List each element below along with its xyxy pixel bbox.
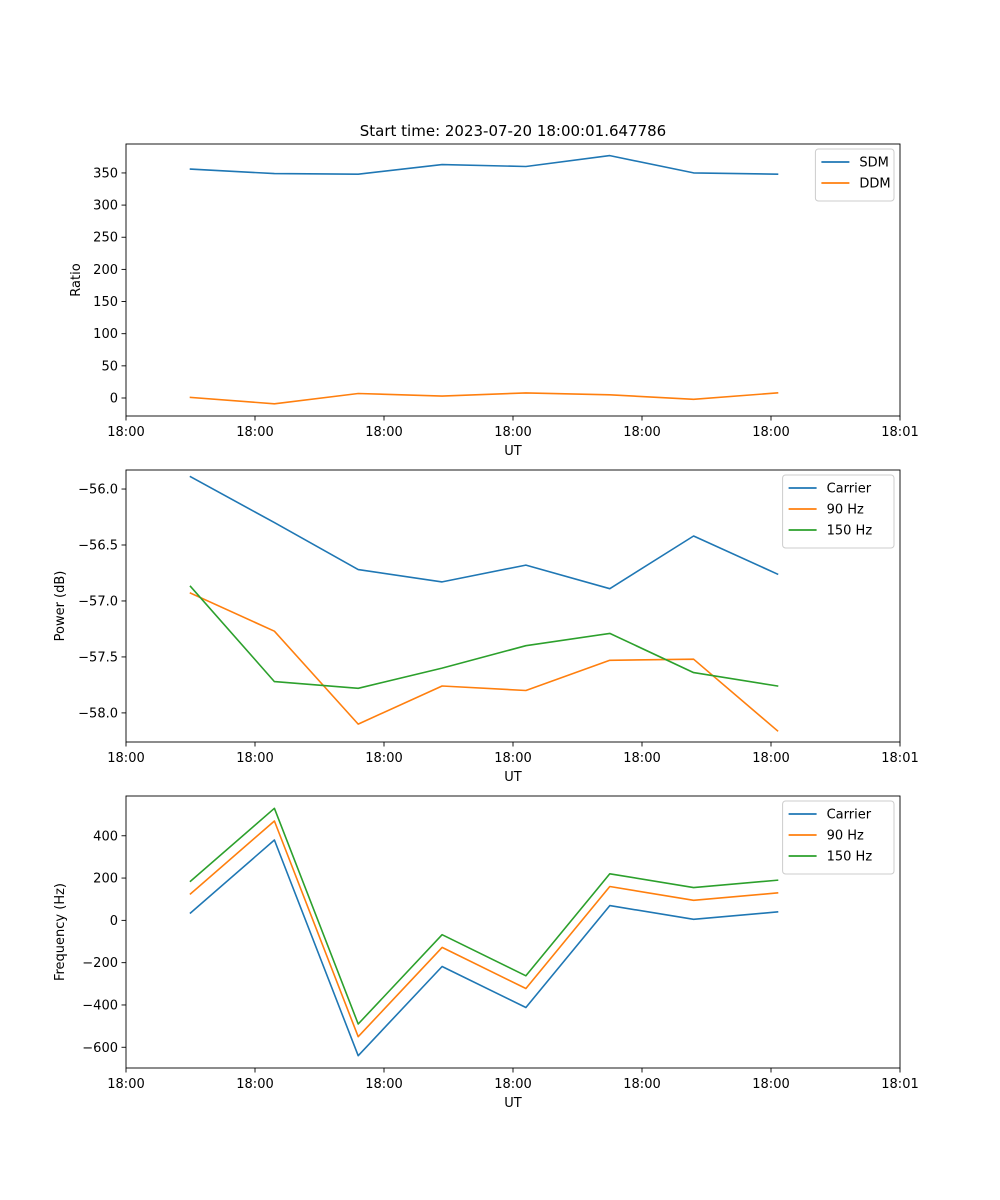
ratio-x-tick-label: 18:00 (623, 425, 660, 440)
power-x-tick-label: 18:00 (623, 751, 660, 766)
ratio-y-tick-label: 300 (93, 199, 118, 214)
frequency-x-tick-label: 18:00 (752, 1077, 789, 1092)
ratio-series-sdm (189, 154, 779, 176)
frequency-panel: 18:00 18:00 18:00 18:00 18:00 18:00 18:01 −600 −… (53, 795, 919, 1111)
power-x-tick-label: 18:00 (752, 751, 789, 766)
power-x-axis-label: UT (504, 770, 522, 785)
ratio-legend-label: DDM (859, 177, 890, 192)
power-y-tick-label: −56.5 (78, 538, 118, 553)
ratio-y-tick-label: 350 (93, 166, 118, 181)
chart-title: Start time: 2023-07-20 18:00:01.647786 (360, 122, 666, 140)
power-series-150-hz (189, 585, 779, 690)
power-y-tick-label: −56.0 (78, 483, 118, 498)
power-legend-label: 90 Hz (827, 503, 864, 518)
ratio-y-tick-label: 250 (93, 231, 118, 246)
ratio-series-ddm (189, 392, 779, 405)
ratio-x-tick-label: 18:00 (236, 425, 273, 440)
frequency-legend-label: 90 Hz (827, 829, 864, 844)
frequency-y-axis-label: Frequency (Hz) (53, 883, 68, 981)
power-panel: 18:00 18:00 18:00 18:00 18:00 18:00 18:01 −58.0… (53, 469, 919, 785)
power-series-carrier (189, 475, 779, 590)
ratio-panel: 18:00 18:00 18:00 18:00 18:00 18:00 18:01 0 50 10… (69, 143, 919, 459)
ratio-x-tick-label: 18:00 (107, 425, 144, 440)
power-x-tick-label: 18:00 (236, 751, 273, 766)
frequency-y-tick-label: 0 (110, 914, 118, 929)
power-x-tick-label: 18:00 (494, 751, 531, 766)
frequency-series-carrier (189, 839, 779, 1057)
frequency-x-tick-label: 18:00 (623, 1077, 660, 1092)
ratio-y-tick-label: 50 (101, 359, 118, 374)
frequency-x-tick-label: 18:00 (494, 1077, 531, 1092)
frequency-legend-label: 150 Hz (827, 850, 873, 865)
ratio-y-tick-label: 0 (110, 391, 118, 406)
ratio-y-tick-label: 100 (93, 327, 118, 342)
power-x-tick-label: 18:00 (107, 751, 144, 766)
ratio-y-tick-label: 150 (93, 295, 118, 310)
frequency-x-tick-label: 18:00 (107, 1077, 144, 1092)
power-y-tick-label: −57.0 (78, 594, 118, 609)
power-series-90-hz (189, 592, 779, 732)
ratio-y-tick-label: 200 (93, 263, 118, 278)
ratio-x-tick-label: 18:00 (494, 425, 531, 440)
power-x-tick-label: 18:01 (881, 751, 918, 766)
power-legend-label: Carrier (827, 482, 872, 497)
power-y-axis-label: Power (dB) (53, 571, 68, 642)
ratio-x-tick-label: 18:00 (365, 425, 402, 440)
power-legend-label: 150 Hz (827, 524, 873, 539)
ratio-x-axis-label: UT (504, 444, 522, 459)
frequency-series-90-hz (189, 820, 779, 1038)
ratio-legend-label: SDM (859, 156, 888, 171)
frequency-y-tick-label: 400 (93, 829, 118, 844)
ratio-y-axis-label: Ratio (69, 263, 84, 296)
power-y-tick-label: −57.5 (78, 650, 118, 665)
power-x-tick-label: 18:00 (365, 751, 402, 766)
frequency-y-tick-label: −400 (82, 998, 118, 1013)
frequency-legend-label: Carrier (827, 808, 872, 823)
frequency-y-tick-label: −200 (82, 956, 118, 971)
ratio-x-tick-label: 18:00 (752, 425, 789, 440)
frequency-series-150-hz (189, 807, 779, 1025)
frequency-x-axis-label: UT (504, 1096, 522, 1111)
frequency-y-tick-label: 200 (93, 872, 118, 887)
frequency-y-tick-label: −600 (82, 1041, 118, 1056)
frequency-x-tick-label: 18:00 (236, 1077, 273, 1092)
frequency-x-tick-label: 18:00 (365, 1077, 402, 1092)
frequency-x-tick-label: 18:01 (881, 1077, 918, 1092)
ratio-x-tick-label: 18:01 (881, 425, 918, 440)
power-y-tick-label: −58.0 (78, 706, 118, 721)
